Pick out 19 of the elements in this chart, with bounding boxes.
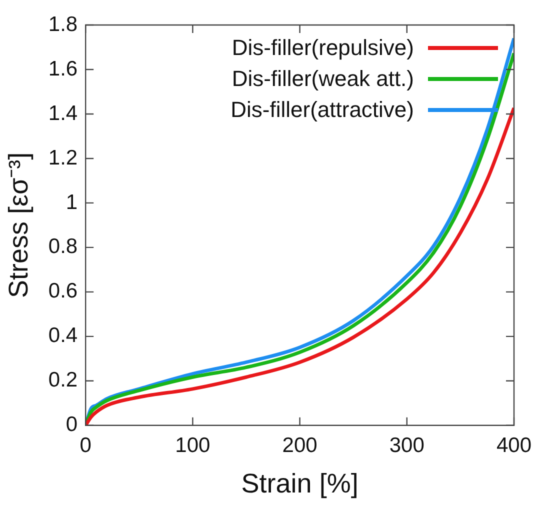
y-tick-label: 0.8 — [48, 235, 78, 258]
y-tick-label: 1.2 — [48, 146, 78, 170]
x-tick-label: 300 — [389, 434, 424, 457]
x-tick-label: 200 — [282, 434, 318, 457]
legend-label: Dis-filler(weak att.) — [232, 65, 414, 93]
x-tick-label: 100 — [175, 434, 210, 457]
legend-label: Dis-filler(attractive) — [230, 96, 414, 124]
legend-label: Dis-filler(repulsive) — [232, 34, 414, 62]
y-tick-label: 0.6 — [48, 280, 78, 303]
y-tick-label: 1.4 — [48, 102, 78, 125]
y-tick-label: 0 — [66, 413, 78, 436]
y-tick-label: 1 — [66, 190, 78, 214]
y-axis-title: Stress [εσ⁻³] — [4, 152, 34, 298]
y-tick-label: 1.6 — [48, 57, 78, 80]
y-tick-label: 0.4 — [48, 324, 78, 348]
y-tick-label: 0.2 — [48, 368, 78, 392]
x-axis-title: Strain [%] — [241, 468, 358, 498]
y-tick-label: 1.8 — [48, 12, 78, 36]
x-tick-label: 400 — [496, 434, 532, 457]
